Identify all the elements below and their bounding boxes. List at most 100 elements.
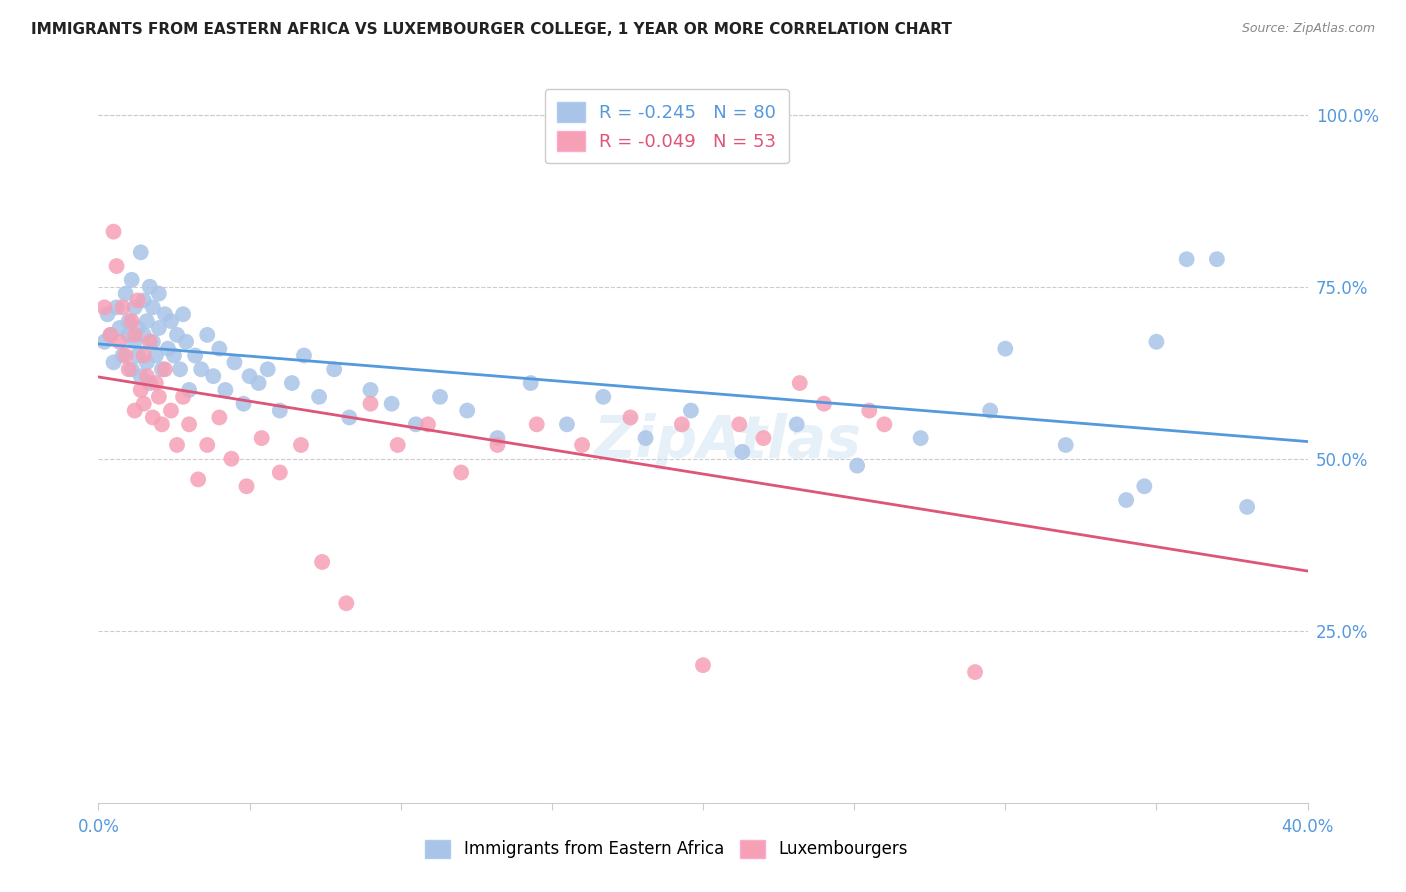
Point — [111, 349, 134, 363]
Point — [786, 417, 808, 432]
Point — [179, 383, 201, 397]
Point — [132, 397, 155, 411]
Point — [592, 390, 614, 404]
Point — [129, 245, 152, 260]
Point — [232, 397, 254, 411]
Point — [172, 307, 194, 321]
Point — [121, 362, 143, 376]
Point — [132, 349, 155, 363]
Point — [323, 362, 346, 376]
Point — [214, 383, 236, 397]
Point — [127, 321, 149, 335]
Point — [994, 342, 1017, 356]
Point — [124, 403, 146, 417]
Point — [148, 286, 170, 301]
Point — [405, 417, 427, 432]
Point — [519, 376, 541, 390]
Point — [337, 410, 360, 425]
Point — [135, 369, 157, 384]
Point — [335, 596, 357, 610]
Point — [634, 431, 657, 445]
Point — [1144, 334, 1167, 349]
Point — [127, 349, 149, 363]
Point — [269, 403, 291, 417]
Text: Source: ZipAtlas.com: Source: ZipAtlas.com — [1241, 22, 1375, 36]
Point — [1206, 252, 1229, 267]
Point — [118, 327, 141, 342]
Point — [486, 438, 509, 452]
Point — [169, 362, 191, 376]
Point — [292, 349, 315, 363]
Point — [118, 362, 141, 376]
Legend: Immigrants from Eastern Africa, Luxembourgers: Immigrants from Eastern Africa, Luxembou… — [416, 831, 917, 867]
Point — [202, 369, 225, 384]
Point — [190, 362, 212, 376]
Text: ZipAtlas: ZipAtlas — [593, 413, 862, 470]
Point — [195, 438, 218, 452]
Point — [118, 314, 141, 328]
Point — [429, 390, 451, 404]
Point — [526, 417, 548, 432]
Point — [179, 417, 201, 432]
Point — [1133, 479, 1156, 493]
Point — [846, 458, 869, 473]
Point — [121, 273, 143, 287]
Point — [111, 301, 134, 315]
Point — [132, 327, 155, 342]
Point — [166, 438, 188, 452]
Point — [728, 417, 751, 432]
Point — [1115, 493, 1137, 508]
Point — [208, 342, 231, 356]
Point — [150, 417, 173, 432]
Point — [129, 383, 152, 397]
Point — [208, 410, 231, 425]
Point — [100, 327, 122, 342]
Point — [142, 301, 165, 315]
Point — [281, 376, 304, 390]
Point — [679, 403, 702, 417]
Point — [387, 438, 409, 452]
Point — [145, 349, 167, 363]
Point — [619, 410, 641, 425]
Point — [873, 417, 896, 432]
Point — [139, 279, 162, 293]
Point — [129, 369, 152, 384]
Point — [166, 327, 188, 342]
Point — [142, 334, 165, 349]
Point — [96, 307, 118, 321]
Point — [381, 397, 404, 411]
Point — [148, 390, 170, 404]
Point — [93, 301, 115, 315]
Point — [135, 355, 157, 369]
Point — [184, 349, 207, 363]
Point — [789, 376, 811, 390]
Point — [135, 314, 157, 328]
Point — [269, 466, 291, 480]
Point — [1054, 438, 1077, 452]
Point — [1236, 500, 1258, 514]
Point — [250, 431, 273, 445]
Point — [108, 321, 131, 335]
Point — [148, 321, 170, 335]
Point — [256, 362, 278, 376]
Point — [153, 307, 176, 321]
Point — [555, 417, 578, 432]
Point — [247, 376, 270, 390]
Point — [124, 334, 146, 349]
Point — [142, 410, 165, 425]
Point — [121, 314, 143, 328]
Point — [105, 259, 128, 273]
Point — [571, 438, 593, 452]
Point — [174, 334, 197, 349]
Point — [153, 362, 176, 376]
Point — [224, 355, 246, 369]
Point — [156, 342, 179, 356]
Point — [163, 349, 186, 363]
Point — [100, 327, 122, 342]
Point — [311, 555, 333, 569]
Point — [671, 417, 693, 432]
Point — [813, 397, 835, 411]
Point — [239, 369, 262, 384]
Point — [103, 225, 125, 239]
Point — [692, 658, 714, 673]
